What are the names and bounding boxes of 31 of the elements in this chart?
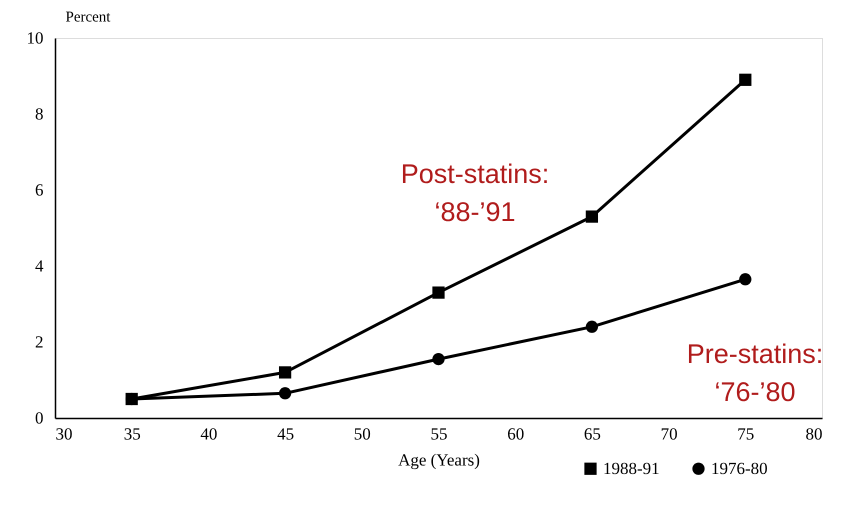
point — [278, 387, 292, 400]
x-axis-title: Age (Years) — [398, 450, 480, 470]
y-tick-label: 6 — [35, 180, 44, 200]
x-tick-label: 80 — [806, 424, 822, 444]
point — [586, 320, 598, 333]
point — [432, 352, 445, 366]
point — [432, 286, 445, 299]
point — [278, 366, 292, 379]
x-tick-label: 60 — [507, 424, 524, 444]
x-tick-label: 55 — [430, 424, 448, 444]
y-tick-label: 0 — [35, 408, 44, 428]
annotation: Post-statins: ‘88-’91 — [400, 159, 550, 227]
x-tick-label: 30 — [56, 424, 72, 444]
x-tick-label: 45 — [277, 424, 294, 444]
point — [739, 273, 752, 286]
x-tick-label: 40 — [200, 424, 218, 444]
x-tick-label: 75 — [737, 424, 754, 444]
y-axis-title: Percent — [66, 10, 112, 26]
y-tick-label: 4 — [35, 256, 44, 276]
legend-label: 1976-80 — [711, 458, 768, 478]
annotation: Pre-statins: ‘76-’80 — [686, 339, 824, 407]
x-tick-label: 50 — [354, 424, 371, 444]
y-tick-label: 10 — [26, 28, 44, 48]
y-tick-label: 8 — [35, 104, 44, 124]
point — [586, 210, 598, 223]
y-tick-label: 2 — [35, 332, 44, 352]
x-tick-label: 35 — [124, 424, 141, 444]
point — [739, 74, 752, 86]
x-tick-label: 65 — [584, 424, 601, 444]
x-tick-label: 70 — [660, 424, 678, 444]
legend-label: 1988-91 — [603, 458, 660, 478]
